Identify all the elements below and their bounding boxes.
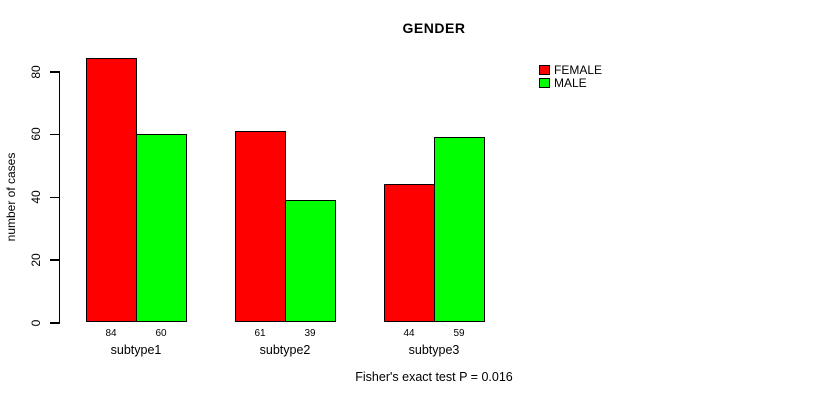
bar-value-label: 44 — [403, 328, 415, 339]
legend-swatch — [539, 65, 550, 75]
legend-label: FEMALE — [554, 63, 603, 77]
y-tick-mark — [49, 133, 59, 136]
y-tick-mark — [49, 259, 59, 261]
legend-item-male: MALE — [539, 77, 602, 89]
y-tick-label: 0 — [29, 319, 43, 326]
y-tick-label: 80 — [29, 64, 43, 79]
category-label-subtype2: subtype2 — [259, 343, 311, 357]
bar-subtype2-male — [285, 199, 336, 322]
legend: FEMALE MALE — [539, 64, 602, 89]
bar-subtype3-female — [384, 183, 435, 322]
y-tick-label: 20 — [29, 253, 43, 267]
footnote-text: Fisher's exact test P = 0.016 — [355, 370, 513, 384]
bar-subtype1-male — [136, 133, 187, 322]
bar-value-label: 61 — [254, 328, 266, 339]
bar-subtype3-male — [434, 136, 485, 322]
chart-title: GENDER — [402, 20, 466, 36]
y-tick-label: 60 — [29, 127, 43, 141]
bar-value-label: 84 — [105, 328, 117, 339]
y-tick-mark — [49, 322, 59, 324]
category-label-subtype3: subtype3 — [408, 343, 460, 357]
y-tick-mark — [49, 71, 59, 73]
y-axis-line — [58, 71, 60, 324]
bar-value-label: 59 — [453, 328, 465, 339]
bar-subtype2-female — [235, 130, 286, 322]
bar-subtype1-female — [86, 58, 137, 322]
y-tick-label: 40 — [29, 190, 43, 204]
legend-label: MALE — [554, 76, 587, 90]
y-axis-title: number of cases — [4, 152, 18, 242]
category-label-subtype1: subtype1 — [110, 343, 162, 357]
legend-swatch — [539, 78, 550, 88]
y-tick-mark — [49, 196, 59, 198]
bar-value-label: 60 — [155, 328, 167, 339]
bar-value-label: 39 — [304, 328, 316, 339]
legend-item-female: FEMALE — [539, 64, 602, 76]
